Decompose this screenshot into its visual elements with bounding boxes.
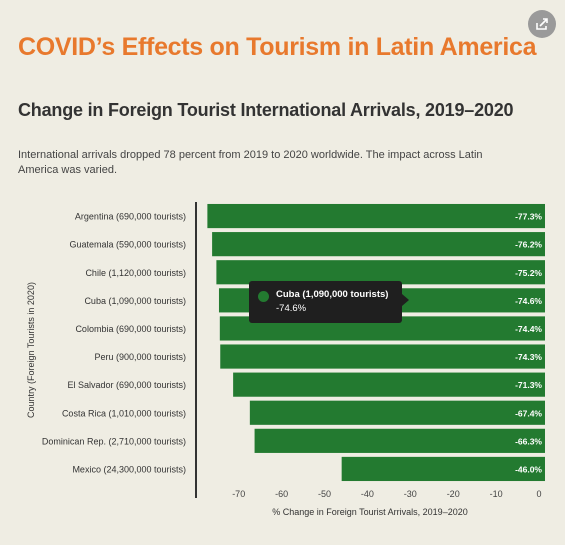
bar [220, 344, 546, 369]
page-title: COVID’s Effects on Tourism in Latin Amer… [18, 33, 537, 61]
bar [233, 372, 546, 397]
y-tick-label: El Salvador (690,000 tourists) [67, 380, 186, 390]
x-tick-label: -60 [275, 489, 288, 499]
chart-description: International arrivals dropped 78 percen… [18, 149, 483, 176]
y-axis-label: Country (Foreign Tourists in 2020) [26, 282, 36, 418]
bar [212, 232, 546, 257]
x-tick-label: 0 [536, 489, 541, 499]
bar [254, 428, 545, 453]
bar [341, 456, 545, 482]
y-tick-label: Colombia (690,000 tourists) [75, 324, 186, 334]
x-tick-label: -40 [361, 489, 374, 499]
data-label: -66.3% [515, 436, 542, 446]
y-tick-label: Costa Rica (1,010,000 tourists) [62, 408, 186, 418]
data-label: -74.6% [515, 296, 542, 306]
x-tick-label: -70 [232, 489, 245, 499]
data-label: -77.3% [515, 212, 542, 222]
data-label: -74.4% [515, 324, 542, 334]
data-label: -76.2% [515, 240, 542, 250]
bar [216, 260, 545, 285]
share-button[interactable] [528, 10, 556, 38]
x-axis-label: % Change in Foreign Tourist Arrivals, 20… [272, 507, 467, 517]
y-tick-label: Peru (900,000 tourists) [94, 352, 186, 362]
tooltip-value: -74.6% [276, 303, 307, 314]
data-label: -71.3% [515, 380, 542, 390]
data-label: -75.2% [515, 268, 542, 278]
chart-tooltip: Cuba (1,090,000 tourists) -74.6% [249, 281, 402, 323]
chart-title: Change in Foreign Tourist International … [18, 100, 514, 120]
y-tick-label: Chile (1,120,000 tourists) [85, 268, 186, 278]
tooltip-series-dot [258, 291, 269, 302]
data-label: -74.3% [515, 352, 542, 362]
x-tick-label: -30 [404, 489, 417, 499]
bar [249, 400, 545, 425]
x-tick-label: -50 [318, 489, 331, 499]
y-tick-label: Mexico (24,300,000 tourists) [72, 464, 186, 474]
y-tick-label: Argentina (690,000 tourists) [75, 212, 186, 222]
x-tick-label: -20 [447, 489, 460, 499]
bar [207, 203, 545, 229]
data-label: -67.4% [515, 408, 542, 418]
y-tick-label: Dominican Rep. (2,710,000 tourists) [42, 436, 186, 446]
share-icon [536, 18, 548, 30]
tooltip-label: Cuba (1,090,000 tourists) [276, 289, 389, 300]
y-tick-label: Guatemala (590,000 tourists) [69, 240, 186, 250]
data-label: -46.0% [515, 464, 542, 474]
y-tick-label: Cuba (1,090,000 tourists) [84, 296, 186, 306]
tooltip-arrow [402, 294, 409, 306]
x-tick-label: -10 [490, 489, 503, 499]
